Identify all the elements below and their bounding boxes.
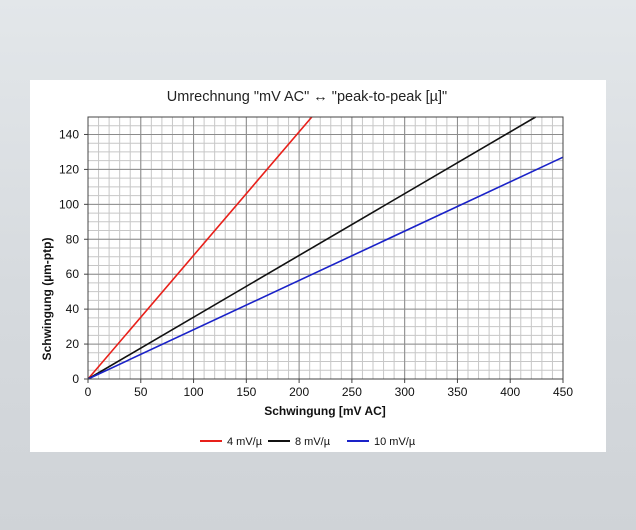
- y-tick-label: 100: [59, 197, 79, 211]
- y-tick-label: 80: [66, 232, 80, 246]
- y-tick-label: 60: [66, 267, 80, 281]
- y-tick-label: 20: [66, 337, 80, 351]
- x-tick-label: 350: [447, 385, 467, 399]
- legend-label: 10 mV/µ: [374, 436, 416, 448]
- legend-label: 8 mV/µ: [295, 436, 331, 448]
- x-tick-label: 0: [85, 385, 92, 399]
- series-line: [87, 116, 313, 380]
- x-tick-label: 50: [134, 385, 148, 399]
- series-line: [87, 156, 564, 380]
- series-lines: [87, 116, 564, 380]
- y-tick-label: 140: [59, 127, 79, 141]
- y-axis-label: Schwingung (µm-ptp): [40, 238, 54, 361]
- x-axis-label: Schwingung [mV AC]: [264, 404, 386, 418]
- x-tick-label: 450: [553, 385, 573, 399]
- chart-title: Umrechnung "mV AC" ↔ "peak-to-peak [µ]": [167, 89, 447, 105]
- y-axis-ticks: 0 20 40 60 80 100 120 140: [59, 127, 88, 386]
- line-chart: Umrechnung "mV AC" ↔ "peak-to-peak [µ]" …: [40, 89, 573, 448]
- x-axis-ticks: 0 50 100 150 200 250 300 350 400 450: [85, 379, 573, 399]
- y-tick-label: 0: [72, 372, 79, 386]
- major-grid: [88, 117, 563, 379]
- x-tick-label: 100: [184, 385, 204, 399]
- plot-frame: [87, 116, 564, 380]
- chart-card: Umrechnung "mV AC" ↔ "peak-to-peak [µ]" …: [30, 80, 606, 452]
- x-tick-label: 200: [289, 385, 309, 399]
- x-tick-label: 150: [236, 385, 256, 399]
- series-line: [87, 116, 537, 380]
- legend: 4 mV/µ 8 mV/µ 10 mV/µ: [200, 436, 416, 448]
- y-tick-label: 40: [66, 302, 80, 316]
- minor-grid: [88, 117, 563, 379]
- x-tick-label: 300: [395, 385, 415, 399]
- x-tick-label: 400: [500, 385, 520, 399]
- y-tick-label: 120: [59, 162, 79, 176]
- x-tick-label: 250: [342, 385, 362, 399]
- legend-label: 4 mV/µ: [227, 436, 263, 448]
